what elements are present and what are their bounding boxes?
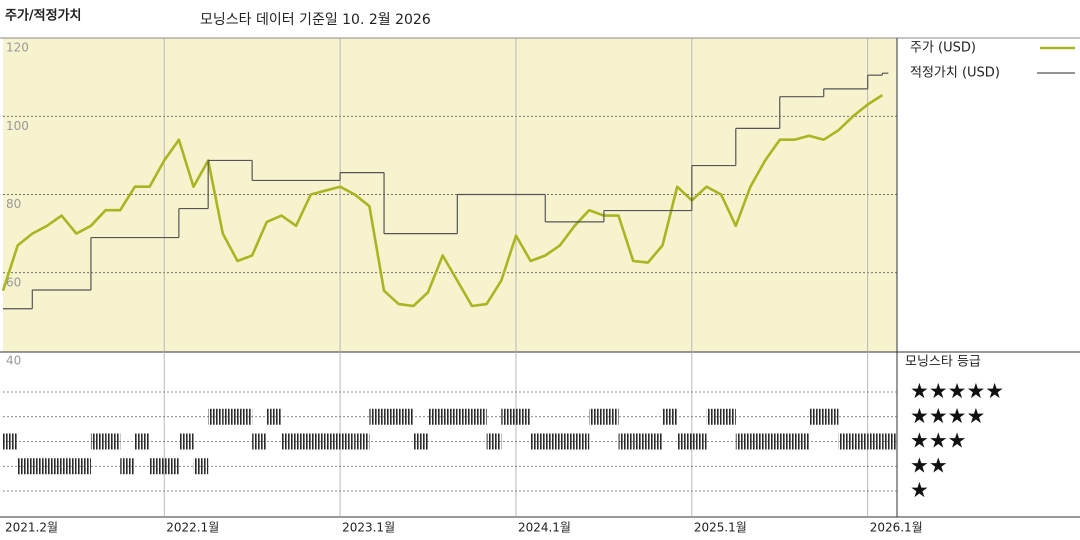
rating-bar	[354, 433, 370, 450]
rating-bar	[413, 433, 429, 450]
rating-bar	[61, 458, 77, 475]
rating-bar	[838, 433, 854, 450]
legend-label: 적정가치 (USD)	[910, 66, 1000, 81]
y-tick-label: 80	[6, 197, 21, 211]
axis-title: 주가/적정가치	[5, 8, 82, 24]
rating-level-label: ★★	[910, 453, 948, 477]
rating-bar	[222, 408, 238, 425]
y-tick-label: 60	[6, 275, 21, 289]
rating-bar	[735, 433, 751, 450]
rating-bar	[252, 433, 267, 450]
rating-level-label: ★★★★★	[910, 379, 1004, 403]
rating-bar	[398, 408, 414, 425]
x-tick-label: 2022.1월	[166, 521, 219, 535]
rating-bar	[3, 433, 18, 450]
rating-bar	[853, 433, 868, 450]
x-tick-label: 2021.2월	[5, 521, 58, 535]
rating-bar	[662, 408, 678, 425]
rating-bar	[691, 433, 707, 450]
rating-bar	[90, 433, 106, 450]
rating-bar	[120, 458, 135, 475]
rating-bar	[46, 458, 62, 475]
rating-bar	[809, 408, 824, 425]
rating-bar	[325, 433, 341, 450]
rating-bar	[178, 433, 194, 450]
rating-bar	[237, 408, 253, 425]
rating-bar	[296, 433, 311, 450]
rating-bar	[164, 458, 179, 475]
y-tick-label: 100	[6, 119, 29, 133]
rating-bar	[750, 433, 766, 450]
rating-bar	[134, 433, 150, 450]
rating-bar	[32, 458, 47, 475]
plot-background	[3, 38, 897, 352]
rating-bar	[281, 433, 297, 450]
legend-label: 주가 (USD)	[910, 41, 976, 56]
rating-bar	[486, 433, 502, 450]
rating-title: 모닝스타 등급	[905, 355, 981, 370]
rating-bar	[721, 408, 736, 425]
rating-bar	[442, 408, 458, 425]
y-tick-label: 40	[6, 354, 21, 368]
rating-bar	[457, 408, 472, 425]
rating-bar	[618, 433, 634, 450]
rating-bar	[76, 458, 91, 475]
rating-bar	[677, 433, 692, 450]
rating-bar	[779, 433, 795, 450]
rating-level-label: ★★★★	[910, 404, 985, 428]
x-tick-label: 2024.1월	[518, 521, 571, 535]
rating-bar	[589, 408, 604, 425]
rating-bar	[706, 408, 722, 425]
rating-bar	[647, 433, 663, 450]
rating-bar	[559, 433, 575, 450]
rating-level-label: ★	[910, 478, 929, 502]
rating-bar	[105, 433, 121, 450]
rating-bar	[17, 458, 33, 475]
rating-bar	[515, 408, 531, 425]
rating-bar	[545, 433, 560, 450]
rating-bar	[428, 408, 443, 425]
y-tick-label: 120	[6, 41, 29, 55]
rating-bar	[867, 433, 883, 450]
rating-level-label: ★★★	[910, 429, 966, 453]
rating-bar	[574, 433, 590, 450]
rating-bar	[530, 433, 546, 450]
x-tick-label: 2023.1월	[342, 521, 395, 535]
rating-bar	[369, 408, 385, 425]
rating-bar	[149, 458, 165, 475]
rating-bar	[266, 408, 282, 425]
rating-bar	[633, 433, 648, 450]
chart-title: 모닝스타 데이터 기준일 10. 2월 2026	[200, 12, 431, 28]
rating-bar	[208, 408, 223, 425]
rating-bar	[501, 408, 516, 425]
rating-bar	[471, 408, 487, 425]
rating-bar	[384, 408, 399, 425]
rating-bar	[310, 433, 326, 450]
x-tick-label: 2025.1월	[694, 521, 747, 535]
price-line	[1, 94, 884, 308]
rating-bar	[765, 433, 780, 450]
rating-bar	[794, 433, 810, 450]
rating-bar	[340, 433, 355, 450]
x-tick-label: 2026.1월	[870, 521, 923, 535]
rating-bar	[882, 433, 897, 450]
rating-bar	[823, 408, 839, 425]
rating-bar	[193, 458, 209, 475]
rating-bar	[603, 408, 619, 425]
